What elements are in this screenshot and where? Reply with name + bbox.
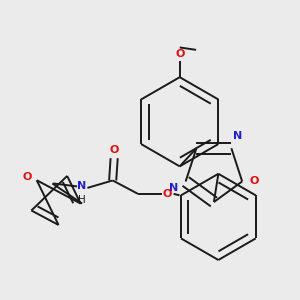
Text: O: O [175, 49, 184, 59]
Text: O: O [110, 145, 119, 155]
Text: O: O [163, 189, 172, 199]
Text: N: N [77, 181, 86, 191]
Text: N: N [169, 183, 178, 193]
Text: O: O [250, 176, 259, 187]
Text: H: H [78, 195, 85, 205]
Text: N: N [233, 131, 242, 141]
Text: O: O [23, 172, 32, 182]
